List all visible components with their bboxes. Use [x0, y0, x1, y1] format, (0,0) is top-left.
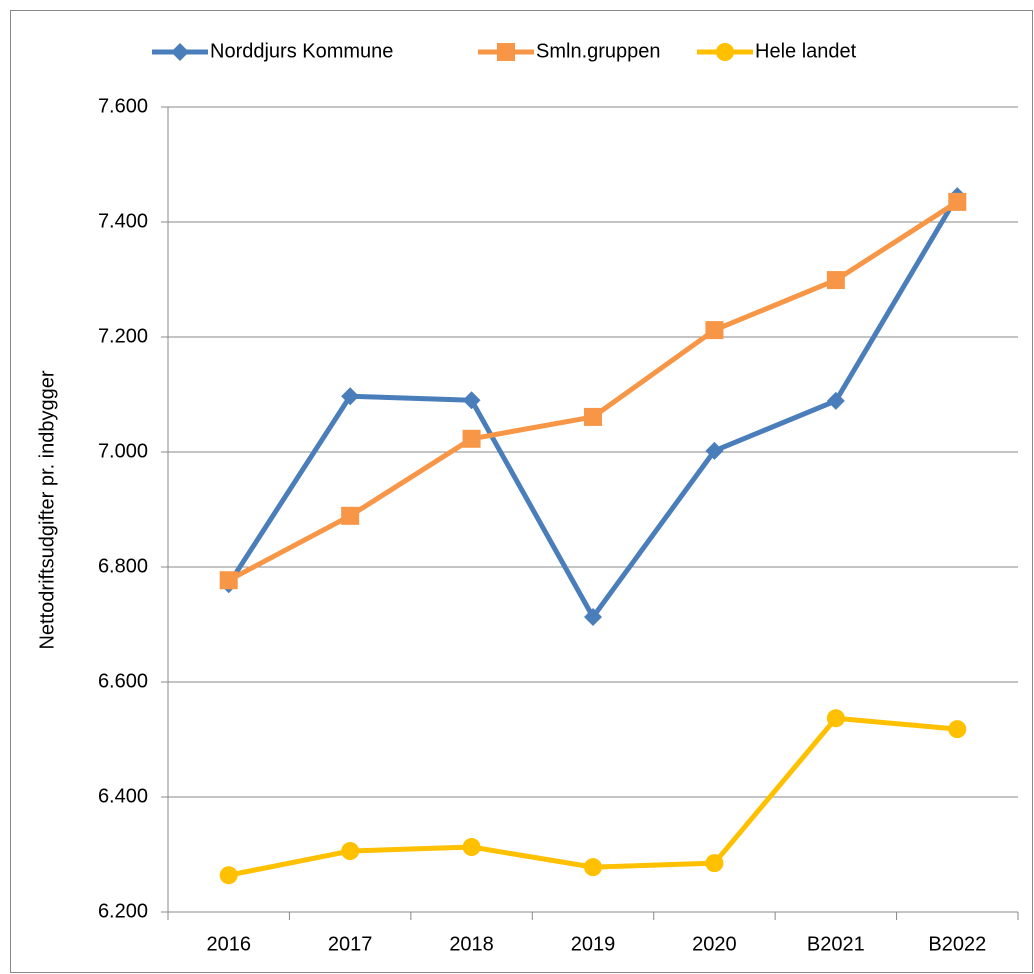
marker — [341, 387, 360, 406]
legend-marker — [171, 43, 189, 61]
marker — [826, 271, 845, 290]
legend-label: Hele landet — [755, 40, 857, 62]
y-tick-label: 7.000 — [98, 440, 148, 462]
legend-marker — [497, 43, 515, 61]
marker — [584, 608, 602, 627]
x-tick-label: B2021 — [807, 933, 865, 955]
legend-marker — [716, 43, 734, 61]
marker — [341, 842, 360, 861]
x-tick-label: 2020 — [692, 933, 737, 955]
y-tick-label: 7.400 — [98, 210, 148, 232]
marker — [584, 858, 602, 877]
marker — [462, 391, 481, 410]
x-tick-label: B2022 — [928, 933, 986, 955]
x-tick-label: 2019 — [571, 933, 616, 955]
y-tick-label: 6.600 — [98, 670, 148, 692]
y-tick-label: 7.600 — [98, 95, 148, 117]
y-tick-label: 6.400 — [98, 785, 148, 807]
y-tick-label: 7.200 — [98, 325, 148, 347]
legend-label: Norddjurs Kommune — [210, 40, 393, 62]
marker — [584, 407, 602, 426]
marker — [219, 866, 238, 885]
y-tick-label: 6.800 — [98, 555, 148, 577]
marker — [948, 192, 967, 211]
marker — [462, 429, 481, 448]
marker — [826, 709, 845, 728]
x-tick-label: 2017 — [328, 933, 373, 955]
y-axis-label: Nettodriftsudgifter pr. indbygger — [36, 370, 58, 649]
x-tick-label: 2016 — [206, 933, 251, 955]
marker — [462, 838, 481, 857]
marker — [705, 441, 724, 460]
y-tick-label: 6.200 — [98, 900, 148, 922]
marker — [705, 854, 724, 873]
marker — [219, 571, 238, 590]
marker — [341, 506, 360, 525]
marker — [948, 720, 967, 739]
x-tick-label: 2018 — [449, 933, 494, 955]
marker — [705, 321, 724, 340]
marker — [826, 391, 845, 410]
legend-label: Smln.gruppen — [536, 40, 661, 62]
